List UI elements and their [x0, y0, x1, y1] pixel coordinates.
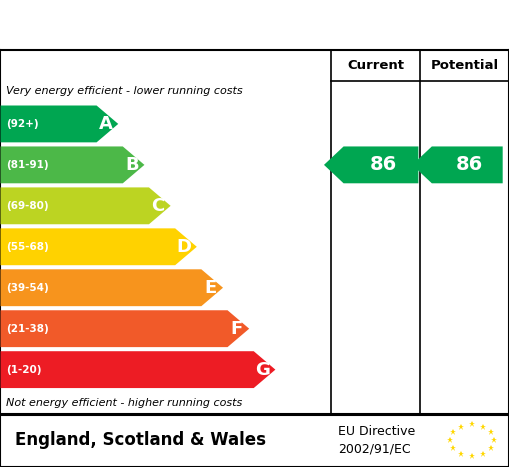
Text: EU Directive
2002/91/EC: EU Directive 2002/91/EC [338, 425, 416, 455]
Text: Potential: Potential [431, 59, 499, 72]
Polygon shape [412, 147, 503, 184]
Text: 86: 86 [370, 156, 397, 174]
Text: Current: Current [348, 59, 404, 72]
Text: F: F [231, 320, 243, 338]
Text: G: G [256, 361, 270, 379]
Text: (39-54): (39-54) [6, 283, 49, 293]
Text: Not energy efficient - higher running costs: Not energy efficient - higher running co… [6, 398, 242, 408]
Polygon shape [1, 147, 145, 184]
Polygon shape [1, 228, 197, 265]
Text: (69-80): (69-80) [6, 201, 49, 211]
Text: (92+): (92+) [6, 119, 39, 129]
Polygon shape [1, 269, 223, 306]
Polygon shape [1, 310, 249, 347]
Text: Energy Efficiency Rating: Energy Efficiency Rating [15, 13, 341, 37]
Text: C: C [152, 197, 165, 215]
Text: (55-68): (55-68) [6, 242, 49, 252]
Polygon shape [1, 187, 171, 224]
Text: D: D [177, 238, 192, 256]
Polygon shape [324, 147, 418, 184]
Text: Very energy efficient - lower running costs: Very energy efficient - lower running co… [6, 86, 243, 96]
Text: A: A [99, 115, 112, 133]
Text: (1-20): (1-20) [6, 365, 42, 375]
Polygon shape [1, 351, 275, 388]
Text: England, Scotland & Wales: England, Scotland & Wales [15, 432, 266, 449]
Text: 86: 86 [456, 156, 483, 174]
Text: E: E [204, 279, 216, 297]
Text: B: B [125, 156, 138, 174]
Text: (21-38): (21-38) [6, 324, 49, 334]
Polygon shape [1, 106, 118, 142]
Text: (81-91): (81-91) [6, 160, 49, 170]
